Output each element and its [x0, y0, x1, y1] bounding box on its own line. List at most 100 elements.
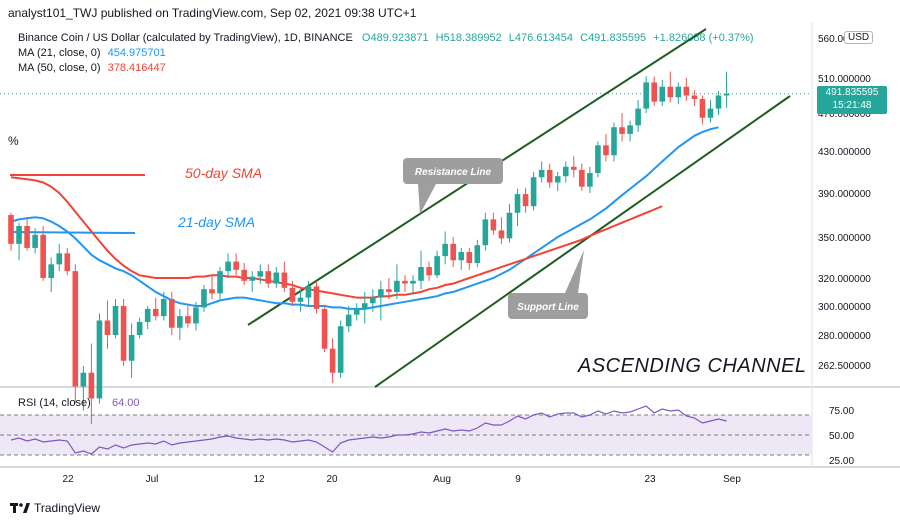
- candle: [24, 217, 30, 251]
- candle: [530, 172, 537, 211]
- open-label: O: [361, 32, 371, 44]
- support-callout-box: [508, 293, 588, 319]
- candle-body: [281, 272, 288, 288]
- candle: [361, 292, 368, 324]
- close-label: C: [580, 32, 589, 44]
- candle: [442, 231, 448, 265]
- candle-body: [289, 287, 296, 302]
- candle: [627, 120, 633, 142]
- candle-body: [217, 271, 223, 294]
- candle: [418, 250, 424, 290]
- candle: [699, 95, 706, 125]
- candle-body: [482, 219, 489, 246]
- candle-body: [426, 267, 432, 276]
- candle: [281, 261, 288, 292]
- candle-body: [386, 289, 392, 292]
- resistance-callout-text: Resistance Line: [415, 167, 492, 178]
- symbol-title: Binance Coin / US Dollar (calculated by …: [18, 32, 353, 44]
- currency-selector[interactable]: USD: [844, 31, 874, 44]
- candle-body: [579, 169, 585, 187]
- candle-body: [571, 166, 577, 170]
- candle: [458, 247, 465, 270]
- candle-body: [72, 271, 79, 387]
- candle-body: [112, 306, 119, 335]
- candle-body: [458, 252, 465, 261]
- candle: [595, 141, 601, 178]
- candle-body: [554, 176, 561, 183]
- candle-body: [32, 234, 38, 248]
- ma21-label: MA (21, close, 0): [18, 47, 101, 59]
- candle-body: [361, 303, 368, 309]
- candle: [514, 188, 521, 226]
- candle-body: [24, 226, 30, 248]
- candle: [410, 275, 416, 295]
- price-tick-label: 300.000000: [818, 302, 871, 313]
- candle-body: [241, 269, 247, 281]
- candle: [144, 306, 151, 330]
- candle: [715, 91, 722, 115]
- price-tick-label: 350.000000: [818, 233, 871, 244]
- candle-body: [265, 271, 272, 284]
- candle-body: [562, 166, 569, 177]
- candle-body: [675, 86, 682, 98]
- rsi-tick-label: 75.00: [829, 406, 854, 417]
- candle-body: [538, 169, 545, 178]
- support-line: [374, 95, 791, 388]
- resistance-callout-box: [403, 158, 503, 184]
- price-tick-label: 320.000000: [818, 274, 871, 285]
- candle-body: [144, 308, 151, 322]
- candle: [265, 264, 272, 288]
- candle: [651, 76, 657, 106]
- candle-body: [522, 194, 529, 207]
- time-tick-label: 12: [253, 474, 265, 485]
- candle: [72, 264, 79, 404]
- candle: [120, 299, 127, 366]
- candle: [450, 237, 456, 268]
- candle: [96, 313, 103, 404]
- candle: [313, 280, 320, 314]
- candle-body: [707, 108, 714, 118]
- candle: [185, 306, 191, 328]
- candle: [225, 253, 231, 278]
- candle-body: [96, 320, 103, 399]
- candle-body: [603, 145, 609, 156]
- candle-body: [394, 280, 400, 292]
- resistance-callout-pointer: [418, 184, 436, 214]
- price-tick-label: 430.000000: [818, 147, 871, 158]
- candle-body: [104, 320, 111, 335]
- candle: [88, 343, 95, 425]
- candle: [64, 247, 71, 276]
- candle: [353, 303, 360, 321]
- candle: [104, 300, 111, 349]
- candle: [506, 204, 513, 243]
- rsi-legend-value: 64.00: [112, 397, 140, 409]
- candle: [402, 275, 408, 292]
- candle-body: [297, 297, 304, 302]
- candle-body: [353, 308, 360, 315]
- time-tick-label: Sep: [723, 474, 741, 485]
- candle-body: [8, 215, 14, 244]
- candle-body: [450, 243, 456, 261]
- candle: [48, 257, 54, 292]
- ma50-legend: MA (50, close, 0) 378.416447: [18, 61, 166, 75]
- price-tick-label: 470.000000: [818, 109, 871, 120]
- candle: [201, 285, 207, 312]
- candle-body: [490, 219, 497, 231]
- candle: [152, 297, 159, 321]
- resistance-callout: Resistance Line: [403, 158, 503, 214]
- candle-body: [64, 253, 71, 272]
- low-label: L: [508, 32, 515, 44]
- rsi-line: [10, 405, 727, 455]
- candle-body: [651, 82, 657, 102]
- footer-brand[interactable]: TradingView: [10, 501, 100, 515]
- candle: [345, 306, 352, 333]
- candle: [538, 161, 545, 183]
- candle: [378, 280, 384, 321]
- candle-body: [442, 243, 448, 257]
- candle-body: [667, 86, 674, 98]
- candle: [217, 267, 223, 299]
- candle-body: [402, 280, 408, 284]
- candle-body: [160, 299, 167, 317]
- candle: [474, 239, 481, 268]
